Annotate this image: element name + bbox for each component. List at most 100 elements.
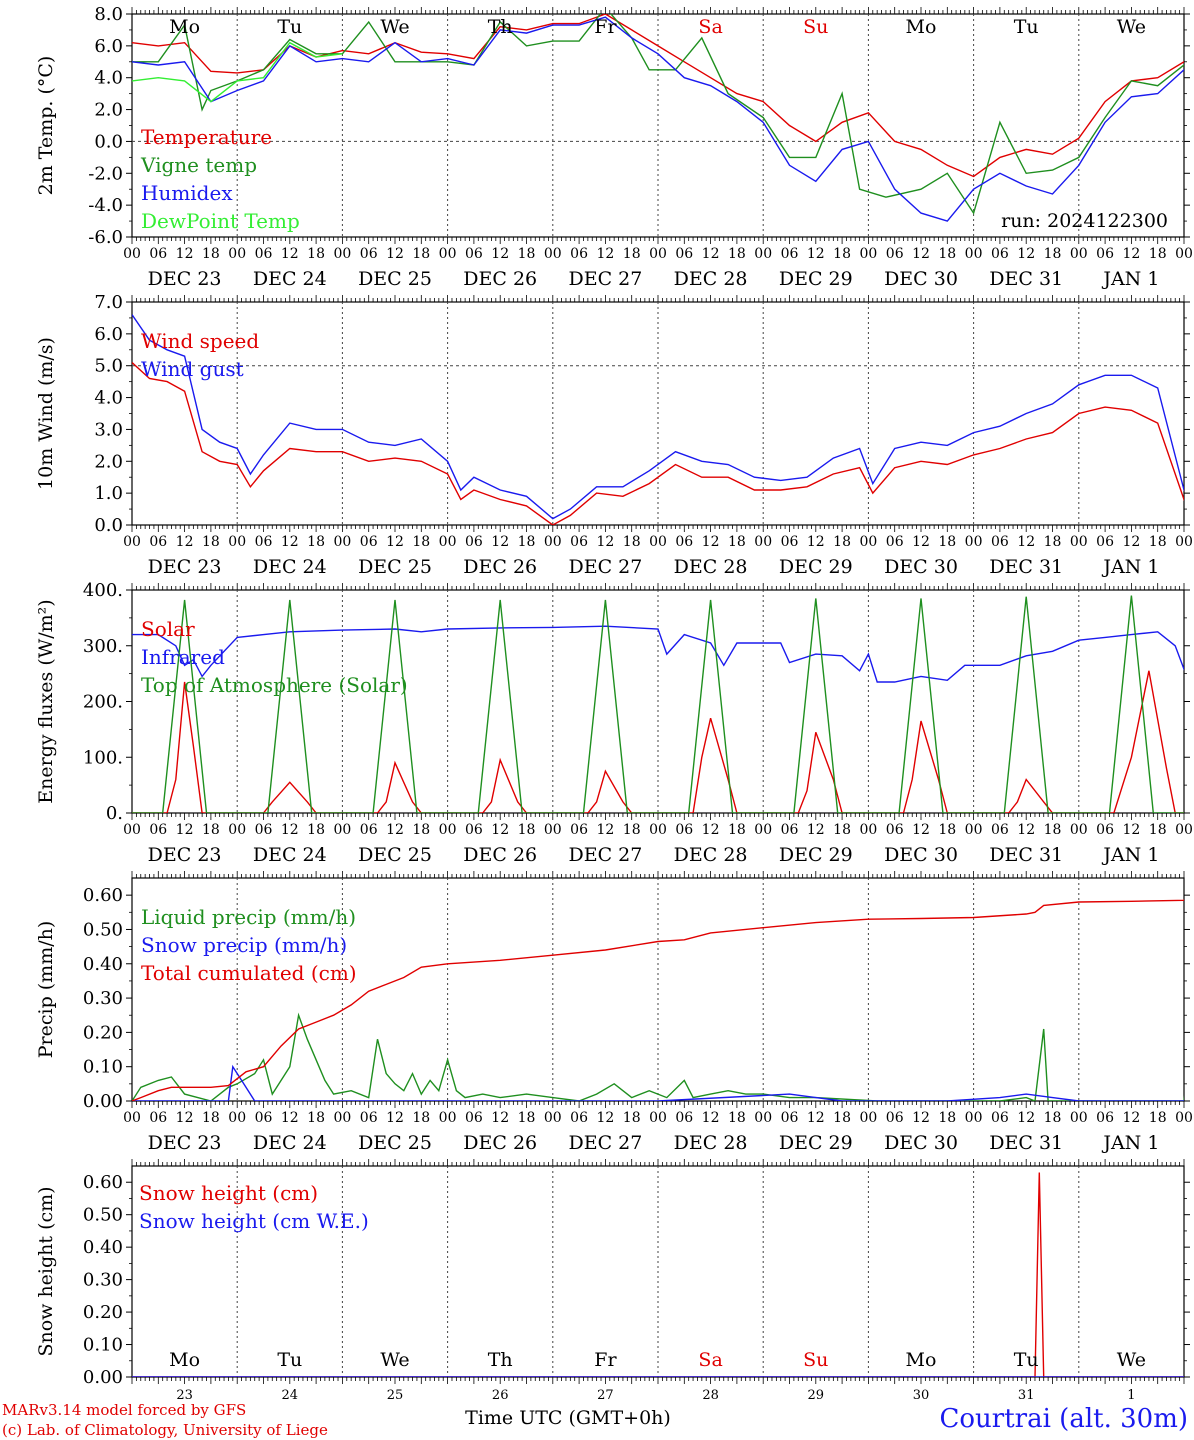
x-hour-label: 00: [965, 534, 983, 550]
x-hour-label: 12: [491, 822, 509, 838]
day-number-label: 29: [808, 1388, 825, 1403]
x-hour-label: 18: [307, 822, 325, 838]
x-hour-label: 12: [1122, 1110, 1140, 1126]
series-line-wind-gust: [132, 314, 1184, 520]
x-day-label: DEC 24: [253, 268, 327, 290]
legend-entry: Snow height (cm W.E.): [139, 1209, 369, 1233]
x-hour-label: 00: [544, 822, 562, 838]
x-hour-label: 12: [596, 246, 614, 262]
panel-energy: 0. 100. 200. 300. 400. Energy fluxes (W/m²) So…: [35, 580, 1193, 866]
y-tick-label: 400.: [83, 580, 123, 601]
x-hour-label: 00: [228, 1110, 246, 1126]
x-hour-label: 00: [1070, 822, 1088, 838]
x-hour-label: 12: [702, 246, 720, 262]
x-hour-label: 12: [1122, 534, 1140, 550]
station-label: Courtrai (alt. 30m): [940, 1404, 1189, 1434]
legend-entry: Vigne temp: [140, 153, 257, 177]
x-day-label: DEC 31: [989, 1132, 1063, 1154]
x-hour-label: 18: [1044, 1110, 1062, 1126]
x-hour-label: 18: [728, 534, 746, 550]
y-tick-label: 2.0: [94, 451, 123, 472]
x-hour-label: 12: [491, 1110, 509, 1126]
y-tick-label: 0.60: [83, 885, 123, 906]
weekday-label: Fr: [594, 1349, 617, 1371]
y-tick-label: 300.: [83, 636, 123, 657]
x-hour-label: 18: [728, 822, 746, 838]
x-hour-label: 12: [386, 822, 404, 838]
x-hour-label: 06: [255, 246, 273, 262]
panel-temp: -6.0 -4.0 -2.0 0.0 2.0 4.0 6.0 8.0 2m Temp. (°C)…: [35, 4, 1193, 290]
x-hour-label: 06: [360, 1110, 378, 1126]
x-hour-label: 00: [439, 534, 457, 550]
x-hour-label: 12: [807, 822, 825, 838]
weekday-label: We: [1117, 1349, 1146, 1371]
day-number-label: 24: [282, 1388, 299, 1403]
x-hour-label: 18: [1149, 534, 1167, 550]
x-hour-label: 18: [307, 1110, 325, 1126]
y-tick-label: 0.: [106, 803, 123, 824]
x-hour-label: 06: [465, 534, 483, 550]
x-hour-label: 12: [1017, 246, 1035, 262]
x-day-label: DEC 31: [989, 556, 1063, 578]
y-tick-label: 0.50: [83, 1205, 123, 1226]
x-day-label: DEC 28: [674, 844, 748, 866]
x-hour-label: 00: [228, 246, 246, 262]
legend-entry: Top of Atmosphere (Solar): [141, 673, 408, 697]
y-tick-label: 0.00: [83, 1091, 123, 1112]
x-hour-label: 18: [518, 534, 536, 550]
day-number-label: 31: [1018, 1388, 1035, 1403]
x-day-label: JAN 1: [1101, 844, 1159, 866]
weekday-label: We: [1117, 16, 1146, 38]
x-hour-label: 12: [702, 1110, 720, 1126]
x-day-label: DEC 29: [779, 268, 853, 290]
x-hour-label: 00: [1070, 246, 1088, 262]
y-axis-label: Snow height (cm): [35, 1186, 57, 1356]
x-hour-label: 12: [176, 534, 194, 550]
series-line-temperature: [132, 14, 1184, 178]
footer-model: MARv3.14 model forced by GFS: [2, 1401, 246, 1419]
x-day-label: DEC 30: [884, 556, 958, 578]
day-number-label: 23: [176, 1388, 193, 1403]
x-day-label: DEC 24: [253, 844, 327, 866]
series-line-solar: [132, 670, 1184, 813]
x-hour-label: 18: [202, 246, 220, 262]
x-hour-label: 00: [544, 1110, 562, 1126]
x-day-label: DEC 26: [463, 268, 537, 290]
x-hour-label: 06: [570, 246, 588, 262]
x-day-label: DEC 25: [358, 268, 432, 290]
x-hour-label: 18: [412, 534, 430, 550]
x-hour-label: 18: [518, 822, 536, 838]
x-hour-label: 00: [333, 1110, 351, 1126]
x-hour-label: 00: [123, 534, 141, 550]
x-day-label: DEC 29: [779, 556, 853, 578]
x-hour-label: 18: [1149, 246, 1167, 262]
legend-entry: Humidex: [141, 181, 233, 205]
day-number-label: 1: [1127, 1388, 1135, 1403]
x-hour-label: 12: [807, 534, 825, 550]
footer: run: 2024122300 MARv3.14 model forced by…: [2, 210, 1188, 1439]
x-hour-label: 06: [991, 822, 1009, 838]
x-hour-label: 06: [149, 822, 167, 838]
series-line-infrared: [132, 625, 1184, 683]
x-hour-label: 18: [938, 1110, 956, 1126]
weekday-label: Tu: [277, 16, 302, 38]
x-hour-label: 12: [386, 534, 404, 550]
x-hour-label: 18: [1044, 246, 1062, 262]
series-line-humidex: [132, 16, 1184, 222]
x-hour-label: 06: [1096, 534, 1114, 550]
x-hour-label: 00: [965, 246, 983, 262]
weekday-label: Sa: [698, 16, 722, 38]
series-line-snow-height-cm-: [132, 1172, 1184, 1377]
x-day-label: DEC 30: [884, 268, 958, 290]
x-hour-label: 00: [649, 1110, 667, 1126]
x-hour-label: 06: [465, 1110, 483, 1126]
x-hour-label: 06: [255, 822, 273, 838]
x-day-label: DEC 29: [779, 1132, 853, 1154]
x-hour-label: 12: [912, 1110, 930, 1126]
x-day-label: DEC 27: [568, 556, 642, 578]
day-number-label: 30: [913, 1388, 930, 1403]
day-number-label: 28: [702, 1388, 719, 1403]
y-axis-label: Precip (mm/h): [35, 921, 57, 1059]
x-hour-label: 06: [1096, 1110, 1114, 1126]
x-hour-label: 18: [307, 246, 325, 262]
